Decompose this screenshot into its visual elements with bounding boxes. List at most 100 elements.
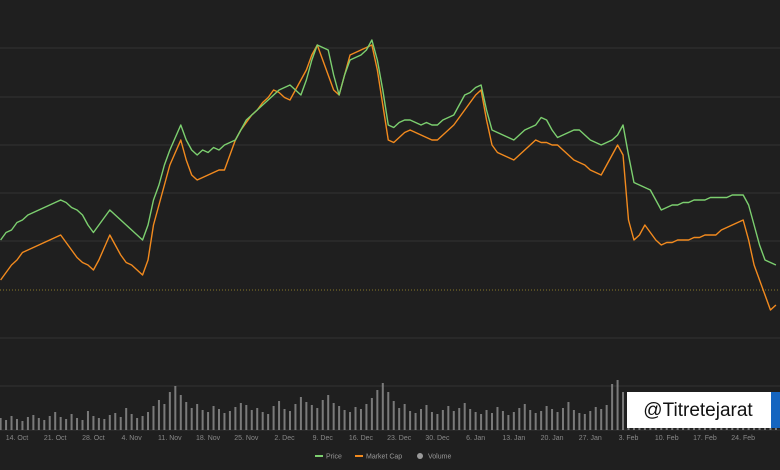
x-tick-label: 23. Dec	[387, 435, 412, 442]
volume-bar	[381, 383, 384, 430]
grid	[0, 47, 780, 431]
volume-bar	[103, 419, 106, 430]
legend-label[interactable]: Volume	[428, 453, 451, 460]
volume-bar	[338, 406, 341, 430]
volume-bar	[228, 411, 231, 430]
volume-bar	[616, 380, 619, 430]
x-tick-label: 13. Jan	[502, 435, 525, 442]
volume-bar	[605, 405, 608, 430]
volume-bar	[10, 416, 13, 430]
volume-bar	[600, 409, 603, 430]
legend-label[interactable]: Price	[326, 453, 342, 460]
volume-bar	[0, 418, 2, 430]
volume-bar	[97, 418, 100, 430]
volume-bar	[409, 411, 412, 430]
volume-bar	[196, 404, 199, 430]
volume-bar	[349, 412, 352, 430]
volume-bar	[108, 415, 111, 430]
volume-bar	[534, 413, 537, 430]
volume-bar	[392, 401, 395, 430]
volume-bar	[474, 412, 477, 430]
volume-bar	[223, 413, 226, 430]
volume-bar	[458, 408, 461, 430]
volume-bar	[452, 411, 455, 430]
x-axis: 14. Oct 21. Oct 28. Oct 4. Nov 11. Nov 18. No…	[6, 435, 755, 442]
x-tick-label: 18. Nov	[196, 435, 221, 442]
x-tick-label: 17. Feb	[693, 435, 717, 442]
volume-bar	[70, 414, 73, 430]
volume-bar	[583, 414, 586, 430]
volume-bar	[65, 419, 68, 430]
volume-bar	[163, 404, 166, 430]
volume-bar	[130, 414, 133, 430]
x-tick-label: 4. Nov	[122, 435, 143, 442]
volume-bar	[387, 392, 390, 430]
volume-bar	[26, 417, 29, 430]
volume-bar	[332, 403, 335, 430]
volume-bar	[54, 412, 57, 430]
volume-bar	[507, 415, 510, 430]
volume-bar	[141, 416, 144, 430]
volume-bar	[480, 414, 483, 430]
x-tick-label: 16. Dec	[349, 435, 374, 442]
volume-bar	[15, 419, 18, 430]
volume-bar	[485, 410, 488, 430]
volume-bar	[365, 404, 368, 430]
volume-bar	[561, 408, 564, 430]
volume-bar	[447, 406, 450, 430]
volume-bar	[551, 409, 554, 430]
volume-bar	[5, 420, 8, 430]
volume-bar	[278, 401, 281, 430]
volume-bar	[152, 406, 155, 430]
volume-bar	[43, 420, 46, 430]
volume-bar	[403, 404, 406, 430]
volume-bar	[463, 403, 466, 430]
volume-bar	[594, 407, 597, 430]
volume-bar	[185, 402, 188, 430]
series-line	[0, 39, 777, 266]
volume-bar	[567, 402, 570, 430]
volume-bar	[425, 405, 428, 430]
x-tick-label: 6. Jan	[466, 435, 485, 442]
volume-bar	[179, 395, 182, 430]
volume-bar	[81, 420, 84, 430]
volume-bar	[398, 408, 401, 430]
volume-bar	[436, 414, 439, 430]
volume-bar	[420, 409, 423, 430]
volume-bar	[545, 406, 548, 430]
volume-bar	[283, 409, 286, 430]
legend-label[interactable]: Market Cap	[366, 453, 402, 460]
x-tick-label: 14. Oct	[6, 435, 29, 442]
x-tick-label: 27. Jan	[579, 435, 602, 442]
volume-bar	[261, 412, 264, 430]
volume-bar	[572, 410, 575, 430]
x-tick-label: 11. Nov	[158, 435, 182, 442]
watermark: @Titretejarat	[643, 400, 753, 421]
volume-bar	[305, 402, 308, 430]
volume-bar	[59, 417, 62, 430]
volume-bar	[310, 405, 313, 430]
volume-bar	[512, 412, 515, 430]
volume-bar	[359, 409, 362, 430]
volume-bar	[119, 417, 122, 430]
volume-bar	[578, 413, 581, 430]
volume-bar	[239, 403, 242, 430]
volume-bar	[190, 408, 193, 430]
volume-bar	[518, 408, 521, 430]
volume-bar	[32, 415, 35, 430]
volume-bar	[125, 408, 128, 430]
volume-bar	[316, 408, 319, 430]
volume-bar	[212, 406, 215, 430]
volume-bar	[92, 416, 95, 430]
volume-bar	[114, 413, 117, 430]
volume-bar	[136, 418, 139, 430]
volume-bar	[48, 416, 51, 430]
volume-bar	[529, 410, 532, 430]
volume-bar	[611, 384, 614, 430]
volume-bar	[414, 413, 417, 430]
volume-bar	[201, 410, 204, 430]
volume-bar	[168, 392, 171, 430]
volume-bar	[234, 407, 237, 430]
volume-bar	[76, 418, 79, 430]
